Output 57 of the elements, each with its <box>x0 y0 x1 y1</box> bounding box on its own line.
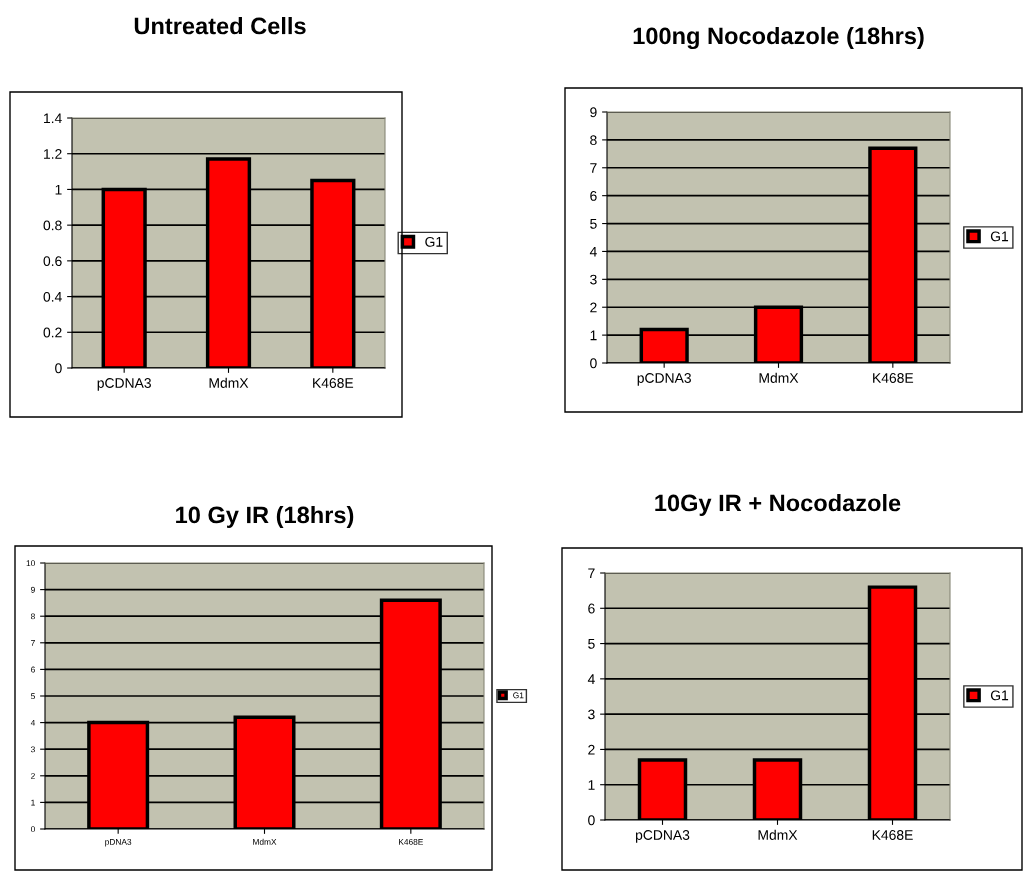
y-tick-label: 0 <box>588 815 595 826</box>
chart-title: 10 Gy IR (18hrs) <box>176 505 354 529</box>
x-tick-label: pCDNA3 <box>635 830 690 843</box>
chart-title: 10Gy IR + Nocodazole <box>655 493 901 516</box>
y-tick-label: 7 <box>31 640 35 646</box>
y-tick-label: 0.2 <box>43 327 62 338</box>
y-tick-label: 5 <box>588 639 595 649</box>
y-tick-label: 5 <box>30 693 35 700</box>
x-tick-label: K468E <box>399 838 423 845</box>
y-tick-label: 0.6 <box>43 256 62 267</box>
y-tick-label: 8 <box>31 613 35 620</box>
y-tick-label: 6 <box>588 603 595 614</box>
x-tick-label: MdmX <box>253 838 277 845</box>
x-tick-label: pDNA3 <box>105 838 132 847</box>
y-tick-label: 2 <box>590 302 597 313</box>
x-tick-label: MdmX <box>758 829 798 840</box>
y-tick-label: 1 <box>590 330 597 341</box>
y-tick-label: 1.4 <box>44 113 62 124</box>
y-tick-label: 7 <box>588 568 595 579</box>
y-tick-label: 0.8 <box>43 220 62 231</box>
y-tick-label: 9 <box>31 586 35 593</box>
y-tick-label: 6 <box>590 191 597 201</box>
legend-label: G1 <box>990 231 1009 242</box>
x-tick-label: K468E <box>873 373 914 383</box>
y-tick-label: 4 <box>589 246 597 257</box>
y-tick-label: 1.2 <box>44 149 62 159</box>
y-tick-label: 5 <box>590 219 597 229</box>
y-tick-label: 3 <box>30 746 35 753</box>
y-tick-label: 1 <box>55 184 62 195</box>
y-tick-label: 3 <box>588 709 595 720</box>
y-tick-label: 1 <box>31 799 35 806</box>
y-tick-label: 10 <box>26 560 35 567</box>
y-tick-label: 0 <box>30 826 35 833</box>
chart-title: 100ng Nocodazole (18hrs) <box>633 26 924 50</box>
x-tick-label: MdmX <box>759 372 799 383</box>
y-tick-label: 0.4 <box>43 291 62 302</box>
legend-label: G1 <box>425 236 443 247</box>
y-tick-label: 0 <box>55 363 62 374</box>
y-tick-label: 8 <box>590 135 597 146</box>
y-tick-label: 3 <box>590 274 597 285</box>
x-tick-label: pCDNA3 <box>97 378 151 391</box>
y-tick-label: 4 <box>587 674 595 684</box>
x-tick-label: K468E <box>313 378 354 388</box>
y-tick-label: 2 <box>31 773 35 779</box>
legend-label: G1 <box>513 692 524 699</box>
x-tick-label: K468E <box>872 830 913 840</box>
y-tick-label: 1 <box>588 780 595 790</box>
x-tick-label: MdmX <box>209 377 249 388</box>
y-tick-label: 4 <box>30 719 36 726</box>
y-tick-label: 6 <box>31 666 35 673</box>
y-tick-label: 9 <box>590 107 597 118</box>
x-tick-label: pCDNA3 <box>637 373 691 386</box>
legend-label: G1 <box>990 690 1009 701</box>
y-tick-label: 2 <box>588 744 595 755</box>
y-tick-label: 0 <box>590 358 597 369</box>
y-tick-label: 7 <box>590 163 597 173</box>
chart-title: Untreated Cells <box>134 17 306 35</box>
